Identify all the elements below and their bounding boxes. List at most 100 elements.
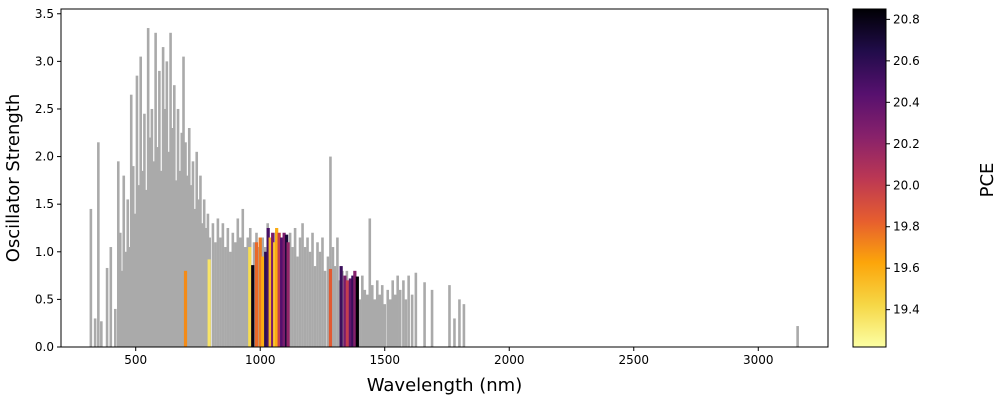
- bar-gray: [129, 94, 133, 347]
- bar-gray: [191, 161, 195, 347]
- bar-colored: [343, 275, 347, 347]
- bar-gray: [184, 142, 187, 347]
- bars-group: [89, 28, 799, 348]
- bar-gray: [156, 147, 159, 347]
- bar-colored: [277, 232, 281, 347]
- bar-gray: [402, 280, 405, 347]
- bar-gray: [241, 208, 245, 347]
- bar-gray: [116, 161, 120, 347]
- bar-gray: [137, 185, 140, 347]
- bar-gray: [126, 199, 130, 347]
- bar-gray: [109, 247, 113, 347]
- bar-colored: [353, 270, 357, 347]
- colorbar-tick-label: 20.6: [893, 54, 920, 68]
- bar-gray: [407, 275, 410, 347]
- y-tick-label: 1.0: [35, 245, 54, 259]
- bar-gray: [146, 28, 150, 347]
- colorbar-ticks: 19.4 19.6 19.8 20.0 20.2 20.4 20.6 20.8: [886, 12, 920, 317]
- bar-gray: [219, 237, 222, 347]
- bar-gray: [296, 256, 299, 347]
- bar-gray: [308, 251, 312, 347]
- bar-gray: [173, 85, 176, 348]
- bar-gray: [176, 108, 180, 347]
- bar-gray: [388, 299, 392, 347]
- bar-colored: [266, 227, 270, 347]
- x-tick-label: 2000: [494, 353, 525, 367]
- bar-gray: [391, 280, 394, 347]
- bar-gray: [323, 270, 327, 347]
- bar-gray: [414, 272, 418, 347]
- bar-colored: [286, 242, 290, 347]
- bar-gray: [333, 266, 337, 347]
- bar-gray: [243, 247, 247, 347]
- bar-colored: [348, 278, 352, 347]
- bar-gray: [303, 247, 307, 347]
- x-tick-label: 2500: [618, 353, 649, 367]
- x-axis-ticks: 500 1000 1500 2000 2500 3000: [124, 347, 774, 367]
- bar-colored: [355, 276, 359, 347]
- bar-gray: [143, 113, 146, 347]
- bar-gray: [169, 32, 172, 348]
- bar-colored: [345, 280, 349, 347]
- bar-gray: [135, 75, 139, 348]
- bar-gray: [171, 128, 174, 347]
- x-axis-label: Wavelength (nm): [367, 375, 523, 396]
- bar-gray: [200, 223, 204, 347]
- bar-gray: [236, 218, 240, 347]
- bar-gray: [89, 208, 93, 347]
- bar-gray: [375, 280, 379, 347]
- bar-colored: [261, 256, 265, 347]
- y-axis-label: Oscillator Strength: [3, 94, 24, 263]
- bar-gray: [448, 285, 451, 347]
- bar-gray: [148, 137, 152, 347]
- bar-colored: [251, 265, 255, 347]
- bar-gray: [202, 199, 206, 347]
- bar-gray: [373, 299, 377, 347]
- bar-gray: [133, 213, 137, 347]
- bar-gray: [358, 299, 362, 347]
- bar-colored: [268, 237, 272, 347]
- bar-gray: [195, 151, 199, 347]
- y-tick-label: 0.0: [35, 340, 54, 354]
- bar-gray: [120, 270, 124, 347]
- bar-gray: [189, 185, 193, 347]
- bar-gray: [361, 275, 364, 347]
- bar-gray: [398, 289, 402, 347]
- bar-gray: [316, 242, 319, 347]
- colorbar-tick-label: 20.4: [893, 95, 920, 109]
- bar-gray: [393, 294, 397, 347]
- bar-gray: [141, 170, 144, 347]
- colorbar-tick-label: 20.8: [893, 12, 920, 26]
- bar-colored: [264, 251, 268, 347]
- colorbar-tick-label: 19.6: [893, 261, 920, 275]
- bar-gray: [311, 232, 314, 347]
- y-axis-ticks: 0.0 0.5 1.0 1.5 2.0 2.5 3.0 3.5: [35, 7, 61, 354]
- bar-gray: [139, 56, 142, 348]
- bar-gray: [321, 237, 324, 347]
- bar-gray: [423, 282, 426, 347]
- bar-gray: [180, 132, 184, 347]
- plot-frame: [60, 8, 829, 348]
- bar-gray: [93, 318, 97, 347]
- bar-gray: [370, 285, 374, 347]
- bar-gray: [298, 237, 302, 347]
- bar-gray: [229, 251, 232, 347]
- bar-gray: [329, 156, 332, 347]
- bar-gray: [336, 237, 339, 347]
- bar-gray: [221, 223, 225, 347]
- colorbar-tick-label: 19.4: [893, 303, 920, 317]
- bar-gray: [167, 151, 170, 347]
- bar-gray: [204, 227, 208, 347]
- x-tick-label: 500: [124, 353, 147, 367]
- bar-gray: [796, 326, 799, 347]
- bar-gray: [193, 208, 197, 347]
- bar-gray: [122, 175, 126, 347]
- bar-gray: [306, 237, 309, 347]
- bar-gray: [187, 128, 191, 347]
- bar-gray: [163, 108, 167, 347]
- bar-gray: [430, 289, 434, 347]
- bar-gray: [301, 223, 304, 347]
- bar-gray: [216, 218, 220, 347]
- bar-gray: [150, 108, 154, 347]
- bar-gray: [410, 294, 414, 347]
